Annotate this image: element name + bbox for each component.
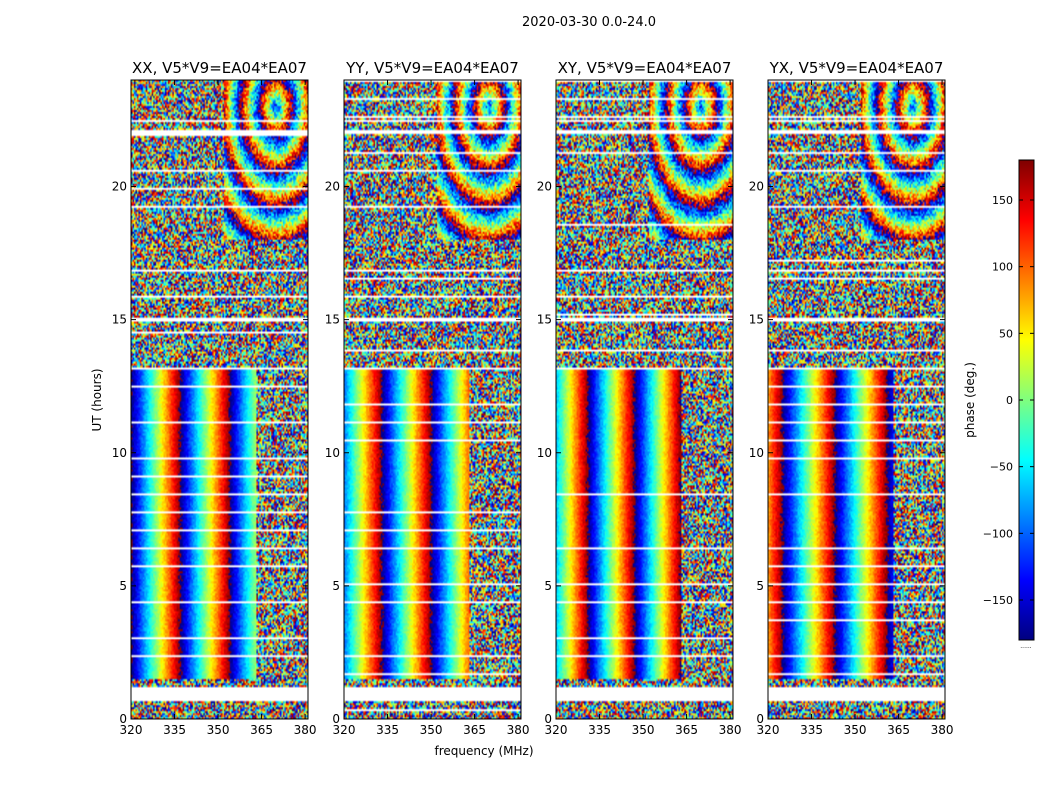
y-tick-label: 0 bbox=[756, 712, 764, 726]
x-tick-label: 380 bbox=[719, 723, 742, 737]
y-tick-label: 5 bbox=[332, 579, 340, 593]
y-tick-label: 10 bbox=[112, 446, 127, 460]
y-tick-label: 20 bbox=[749, 180, 764, 194]
x-tick-label: 335 bbox=[588, 723, 611, 737]
colorbar-footer: ...... bbox=[1020, 643, 1032, 650]
colorbar-tick-label: 50 bbox=[999, 327, 1013, 340]
y-tick-label: 20 bbox=[537, 180, 552, 194]
y-tick-label: 5 bbox=[119, 579, 127, 593]
y-tick-label: 10 bbox=[749, 446, 764, 460]
x-tick-label: 365 bbox=[887, 723, 910, 737]
x-tick-label: 320 bbox=[333, 723, 356, 737]
panel-2: XY, V5*V9=EA04*EA07 320 335 350 365 380 0 5 10 15… bbox=[537, 59, 742, 737]
y-tick-label: 15 bbox=[537, 313, 552, 327]
panels: XX, V5*V9=EA04*EA07 320 335 350 365 380 0 5 10 15… bbox=[112, 59, 954, 737]
x-tick-label: 365 bbox=[675, 723, 698, 737]
x-tick-label: 320 bbox=[757, 723, 780, 737]
panel-frame bbox=[555, 79, 734, 720]
colorbar-tick-label: 100 bbox=[992, 261, 1013, 274]
x-tick-label: 335 bbox=[163, 723, 186, 737]
heatmap-1 bbox=[344, 80, 521, 719]
x-tick-label: 350 bbox=[844, 723, 867, 737]
colorbar: −150 −100 −50 0 50 100 150 phase (deg.) ...... bbox=[963, 159, 1035, 650]
y-tick-label: 5 bbox=[544, 579, 552, 593]
y-tick-label: 10 bbox=[325, 446, 340, 460]
y-tick-label: 15 bbox=[112, 313, 127, 327]
panel-3: YX, V5*V9=EA04*EA07 320 335 350 365 380 0 5 10 15… bbox=[749, 59, 954, 737]
x-axis-label: frequency (MHz) bbox=[434, 744, 533, 758]
y-tick-label: 10 bbox=[537, 446, 552, 460]
x-tick-label: 350 bbox=[207, 723, 230, 737]
colorbar-tick-label: −100 bbox=[983, 527, 1013, 540]
x-tick-label: 380 bbox=[507, 723, 530, 737]
x-tick-label: 380 bbox=[294, 723, 317, 737]
y-tick-label: 5 bbox=[756, 579, 764, 593]
panel-title: XX, V5*V9=EA04*EA07 bbox=[132, 59, 307, 77]
x-tick-label: 365 bbox=[250, 723, 273, 737]
colorbar-tick-label: 150 bbox=[992, 194, 1013, 207]
x-tick-label: 320 bbox=[545, 723, 568, 737]
colorbar-tick-label: −150 bbox=[983, 594, 1013, 607]
panel-1: YY, V5*V9=EA04*EA07 320 335 350 365 380 0 5 10 15… bbox=[325, 59, 530, 737]
panel-0: XX, V5*V9=EA04*EA07 320 335 350 365 380 0 5 10 15… bbox=[112, 59, 317, 737]
x-tick-label: 320 bbox=[120, 723, 143, 737]
colorbar-tick-label: 0 bbox=[1006, 394, 1013, 407]
heatmap-2 bbox=[556, 80, 733, 719]
x-tick-label: 350 bbox=[420, 723, 443, 737]
y-tick-label: 20 bbox=[325, 180, 340, 194]
colorbar-tick-label: −50 bbox=[990, 461, 1013, 474]
colorbar-label: phase (deg.) bbox=[963, 362, 977, 438]
panel-title: XY, V5*V9=EA04*EA07 bbox=[558, 59, 732, 77]
y-tick-label: 0 bbox=[544, 712, 552, 726]
panel-frame bbox=[130, 79, 309, 720]
panel-title: YY, V5*V9=EA04*EA07 bbox=[345, 59, 519, 77]
panel-frame bbox=[767, 79, 946, 720]
figure-title: 2020-03-30 0.0-24.0 bbox=[522, 15, 656, 30]
y-tick-label: 15 bbox=[325, 313, 340, 327]
heatmap-0 bbox=[131, 80, 308, 719]
y-axis-label: UT (hours) bbox=[90, 368, 104, 431]
y-tick-label: 20 bbox=[112, 180, 127, 194]
x-tick-label: 350 bbox=[632, 723, 655, 737]
panel-frame bbox=[343, 79, 522, 720]
heatmap-3 bbox=[768, 80, 945, 719]
y-tick-label: 15 bbox=[749, 313, 764, 327]
x-tick-label: 380 bbox=[931, 723, 954, 737]
y-tick-label: 0 bbox=[332, 712, 340, 726]
y-tick-label: 0 bbox=[119, 712, 127, 726]
x-tick-label: 365 bbox=[463, 723, 486, 737]
x-tick-label: 335 bbox=[800, 723, 823, 737]
colorbar-ticks: −150 −100 −50 0 50 100 150 bbox=[983, 194, 1034, 607]
x-tick-label: 335 bbox=[376, 723, 399, 737]
panel-title: YX, V5*V9=EA04*EA07 bbox=[769, 59, 944, 77]
